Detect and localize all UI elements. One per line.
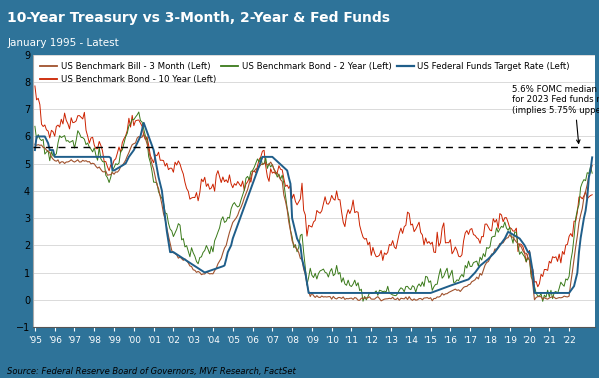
Legend: US Benchmark Bill - 3 Month (Left), US Benchmark Bond - 10 Year (Left), US Bench: US Benchmark Bill - 3 Month (Left), US B… — [37, 59, 572, 87]
Text: January 1995 - Latest: January 1995 - Latest — [7, 39, 119, 48]
Text: Source: Federal Reserve Board of Governors, MVF Research, FactSet: Source: Federal Reserve Board of Governo… — [7, 367, 296, 376]
Text: 10-Year Treasury vs 3-Month, 2-Year & Fed Funds: 10-Year Treasury vs 3-Month, 2-Year & Fe… — [7, 11, 390, 25]
Text: 5.6% FOMC median outlook
for 2023 Fed funds rate
(implies 5.75% upper bound): 5.6% FOMC median outlook for 2023 Fed fu… — [512, 85, 599, 143]
